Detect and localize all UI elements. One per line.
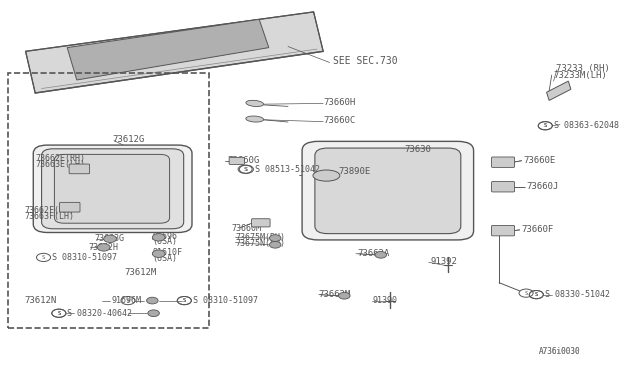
Text: S: S	[244, 167, 248, 172]
Text: S 08320-40642: S 08320-40642	[67, 309, 132, 318]
Text: S: S	[543, 123, 547, 128]
Ellipse shape	[246, 116, 264, 122]
Text: 91696: 91696	[152, 232, 177, 241]
Text: S: S	[57, 311, 61, 316]
Circle shape	[147, 297, 158, 304]
Text: 73663G: 73663G	[95, 234, 125, 243]
Text: 73233M(LH): 73233M(LH)	[554, 71, 607, 80]
Text: S 08330-51042: S 08330-51042	[545, 290, 611, 299]
Text: 91390: 91390	[372, 296, 397, 305]
Text: S: S	[543, 123, 547, 128]
Text: S: S	[524, 291, 528, 296]
Polygon shape	[547, 81, 571, 100]
Ellipse shape	[246, 100, 264, 106]
Text: 73630: 73630	[404, 145, 431, 154]
Circle shape	[97, 244, 110, 251]
FancyBboxPatch shape	[492, 182, 515, 192]
Text: 73662M: 73662M	[319, 290, 351, 299]
Circle shape	[152, 250, 165, 257]
FancyBboxPatch shape	[42, 149, 184, 229]
Text: A736i0030: A736i0030	[539, 347, 580, 356]
Text: S: S	[182, 298, 186, 303]
Text: S 08310-51097: S 08310-51097	[193, 296, 259, 305]
Text: 73660C: 73660C	[323, 116, 355, 125]
Circle shape	[148, 310, 159, 317]
Text: S 08513-51042: S 08513-51042	[255, 165, 320, 174]
Text: 73662A: 73662A	[357, 249, 389, 258]
Text: 73660J: 73660J	[526, 182, 558, 191]
FancyBboxPatch shape	[252, 219, 270, 227]
Bar	[8, 73, 209, 328]
Text: 73663E(LH): 73663E(LH)	[35, 160, 85, 169]
Text: (USA): (USA)	[152, 254, 177, 263]
Polygon shape	[67, 19, 269, 80]
FancyBboxPatch shape	[60, 202, 80, 212]
FancyBboxPatch shape	[33, 145, 192, 232]
Text: (USA): (USA)	[152, 237, 177, 246]
Text: 73662H: 73662H	[88, 243, 118, 252]
FancyBboxPatch shape	[302, 141, 474, 240]
Circle shape	[375, 251, 387, 258]
Circle shape	[269, 241, 281, 248]
Text: 73612N: 73612N	[24, 296, 56, 305]
Text: 73660F: 73660F	[522, 225, 554, 234]
Text: 73612M: 73612M	[125, 268, 157, 277]
Text: 91610F: 91610F	[152, 248, 182, 257]
Text: A736i0030: A736i0030	[539, 347, 580, 356]
Text: 73662F(RH): 73662F(RH)	[24, 206, 74, 215]
FancyBboxPatch shape	[69, 164, 90, 174]
Text: 73612G: 73612G	[112, 135, 144, 144]
Text: S: S	[534, 292, 538, 297]
Text: S: S	[243, 167, 247, 172]
Text: S: S	[182, 298, 186, 303]
Text: SEE SEC.730: SEE SEC.730	[333, 57, 397, 66]
Text: 91696M: 91696M	[112, 296, 142, 305]
Ellipse shape	[313, 170, 340, 181]
Text: 73890E: 73890E	[338, 167, 370, 176]
Text: S: S	[57, 311, 61, 316]
FancyBboxPatch shape	[492, 157, 515, 167]
FancyBboxPatch shape	[315, 148, 461, 234]
Circle shape	[339, 292, 350, 299]
Text: 73660M: 73660M	[232, 224, 262, 233]
Text: S: S	[534, 292, 538, 297]
Text: S 08310-51097: S 08310-51097	[52, 253, 118, 262]
Text: 73660G: 73660G	[227, 156, 259, 165]
Text: 73675N(LH): 73675N(LH)	[236, 239, 285, 248]
Text: S: S	[42, 255, 45, 260]
Circle shape	[104, 235, 116, 243]
Text: 73660H: 73660H	[323, 98, 355, 107]
Circle shape	[269, 235, 281, 241]
Circle shape	[152, 234, 165, 241]
FancyBboxPatch shape	[54, 154, 170, 223]
FancyBboxPatch shape	[492, 225, 515, 236]
Polygon shape	[26, 12, 323, 93]
Text: S: S	[126, 298, 130, 303]
Text: 73675M(RH): 73675M(RH)	[236, 233, 285, 242]
Text: 73663F(LH): 73663F(LH)	[24, 212, 74, 221]
Text: 73660E: 73660E	[524, 156, 556, 165]
FancyBboxPatch shape	[229, 157, 244, 164]
Text: 91392: 91392	[430, 257, 457, 266]
Text: 73233 (RH): 73233 (RH)	[556, 64, 609, 73]
Text: S 08363-62048: S 08363-62048	[554, 121, 619, 130]
Text: 73662E(RH): 73662E(RH)	[35, 154, 85, 163]
